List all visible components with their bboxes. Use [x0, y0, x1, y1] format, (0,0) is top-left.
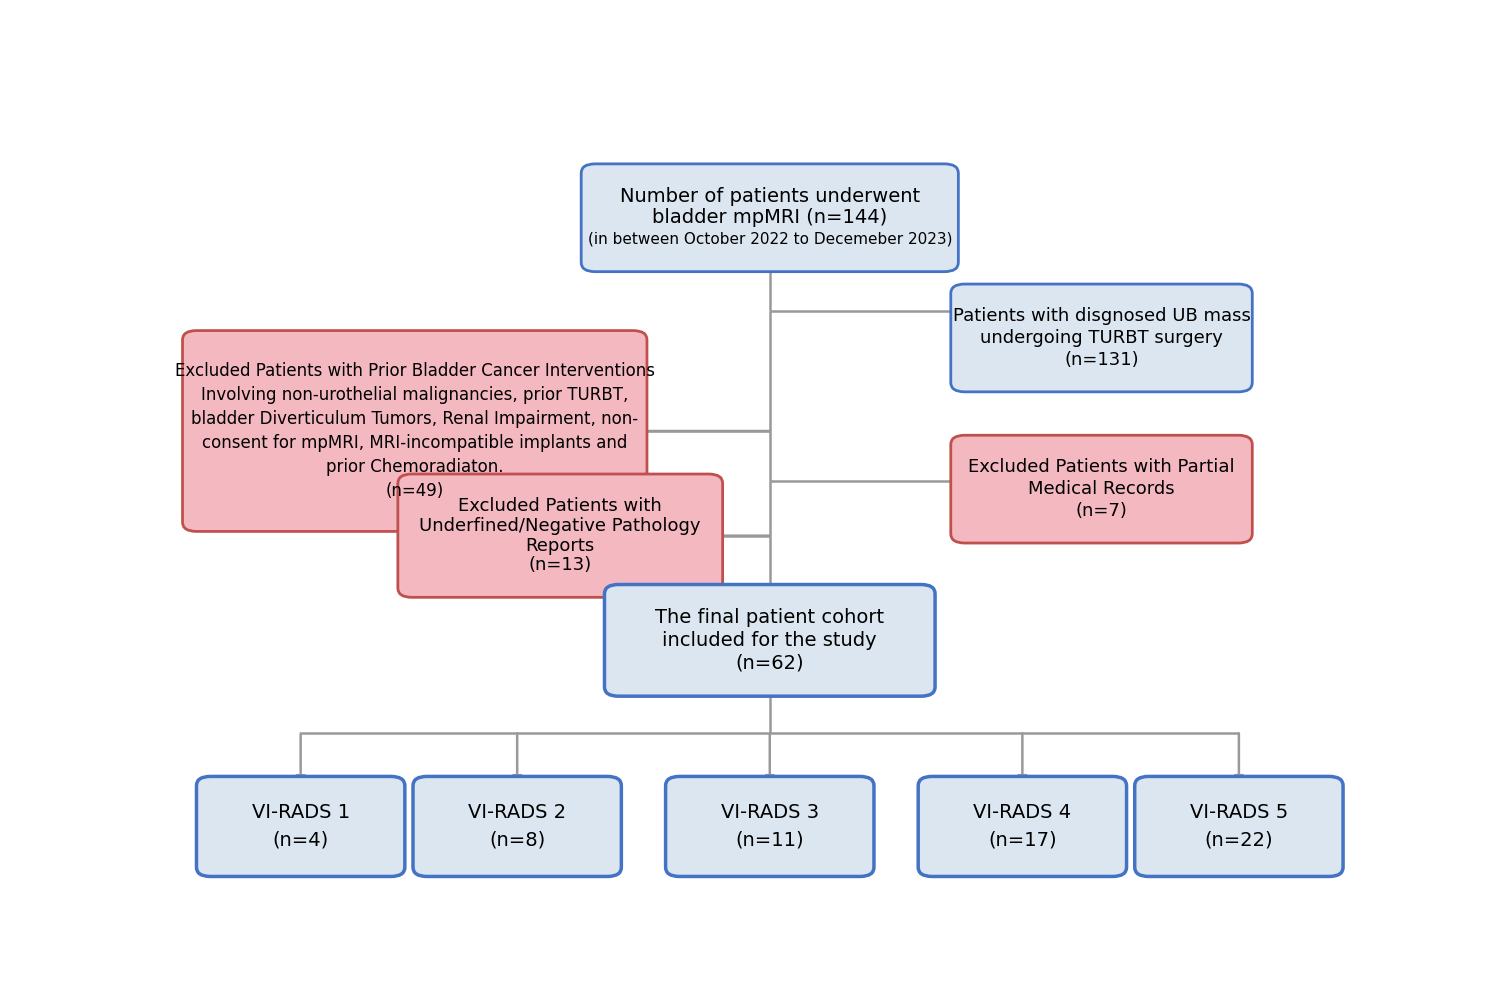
FancyBboxPatch shape: [665, 776, 874, 876]
Text: Excluded Patients with Prior Bladder Cancer Interventions: Excluded Patients with Prior Bladder Can…: [174, 363, 655, 381]
Text: bladder mpMRI (n=144): bladder mpMRI (n=144): [652, 208, 888, 228]
Text: Medical Records: Medical Records: [1029, 480, 1175, 498]
Text: undergoing TURBT surgery: undergoing TURBT surgery: [981, 329, 1223, 347]
Text: (n=7): (n=7): [1075, 501, 1128, 520]
Text: (n=8): (n=8): [490, 831, 545, 850]
Text: (n=13): (n=13): [529, 556, 592, 574]
FancyBboxPatch shape: [413, 776, 622, 876]
Text: Excluded Patients with: Excluded Patients with: [458, 497, 662, 515]
FancyBboxPatch shape: [398, 474, 722, 597]
Text: (n=62): (n=62): [736, 654, 804, 673]
Text: Patients with disgnosed UB mass: Patients with disgnosed UB mass: [952, 307, 1251, 325]
FancyBboxPatch shape: [581, 164, 958, 272]
Text: Reports: Reports: [526, 537, 595, 555]
Text: VI-RADS 1: VI-RADS 1: [252, 804, 350, 822]
Text: Involving non-urothelial malignancies, prior TURBT,: Involving non-urothelial malignancies, p…: [201, 387, 628, 404]
Text: bladder Diverticulum Tumors, Renal Impairment, non-: bladder Diverticulum Tumors, Renal Impai…: [191, 410, 638, 428]
FancyBboxPatch shape: [951, 284, 1253, 392]
Text: Number of patients underwent: Number of patients underwent: [620, 186, 919, 205]
Text: The final patient cohort: The final patient cohort: [655, 608, 885, 627]
Text: VI-RADS 3: VI-RADS 3: [721, 804, 819, 822]
FancyBboxPatch shape: [183, 330, 647, 532]
FancyBboxPatch shape: [918, 776, 1126, 876]
FancyBboxPatch shape: [197, 776, 406, 876]
FancyBboxPatch shape: [604, 584, 936, 696]
Text: VI-RADS 2: VI-RADS 2: [469, 804, 566, 822]
Text: VI-RADS 5: VI-RADS 5: [1190, 804, 1289, 822]
Text: (n=22): (n=22): [1205, 831, 1274, 850]
Text: consent for mpMRI, MRI-incompatible implants and: consent for mpMRI, MRI-incompatible impl…: [203, 434, 628, 452]
Text: Underfined/Negative Pathology: Underfined/Negative Pathology: [419, 517, 701, 535]
Text: Excluded Patients with Partial: Excluded Patients with Partial: [969, 458, 1235, 476]
Text: (in between October 2022 to Decemeber 2023): (in between October 2022 to Decemeber 20…: [587, 232, 952, 247]
Text: (n=17): (n=17): [988, 831, 1057, 850]
Text: included for the study: included for the study: [662, 630, 877, 650]
Text: VI-RADS 4: VI-RADS 4: [973, 804, 1071, 822]
Text: (n=49): (n=49): [386, 481, 445, 499]
FancyBboxPatch shape: [951, 435, 1253, 543]
FancyBboxPatch shape: [1134, 776, 1343, 876]
Text: (n=4): (n=4): [272, 831, 329, 850]
Text: (n=131): (n=131): [1065, 350, 1139, 369]
Text: prior Chemoradiaton.: prior Chemoradiaton.: [326, 458, 503, 475]
Text: (n=11): (n=11): [736, 831, 804, 850]
